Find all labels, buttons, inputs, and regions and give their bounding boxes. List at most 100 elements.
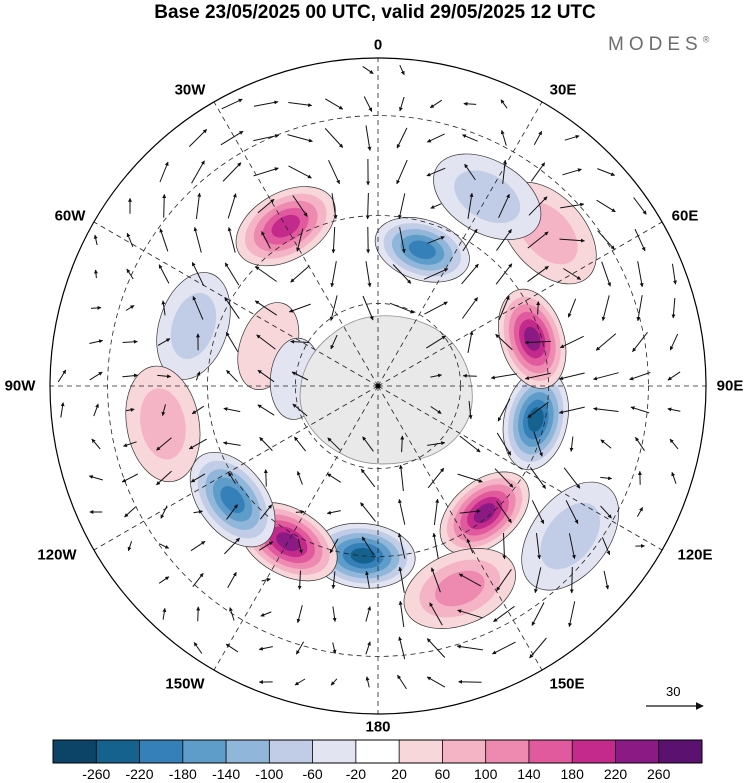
lon-label-30w: 30W	[174, 81, 206, 99]
wind-vector	[125, 407, 135, 412]
wind-vector	[495, 263, 513, 285]
wind-vector	[159, 161, 169, 183]
wind-vector	[467, 192, 474, 219]
wind-vector	[361, 536, 375, 556]
wind-vector	[500, 130, 507, 146]
wind-vector	[227, 193, 237, 219]
wind-vector	[296, 228, 304, 252]
antarctica-landmass	[299, 315, 473, 465]
wind-vector	[127, 541, 133, 552]
registered-mark: ®	[702, 34, 710, 45]
wind-vector	[466, 538, 474, 554]
wind-vector	[430, 203, 442, 209]
anomaly-outline	[374, 217, 470, 283]
wind-vector	[458, 573, 482, 587]
wind-vector	[190, 473, 206, 483]
wind-vector	[93, 269, 98, 279]
wind-vector	[288, 165, 312, 179]
wind-vector	[636, 507, 644, 517]
wind-vector	[260, 611, 272, 617]
wind-vector	[157, 338, 171, 346]
wind-vector	[330, 261, 337, 288]
wind-vector	[399, 227, 406, 254]
anomaly-contour	[473, 503, 496, 524]
wind-vector	[600, 439, 612, 449]
wind-vector	[295, 641, 305, 655]
anomaly-center	[189, 451, 276, 548]
colorbar-tick-label: -60	[302, 766, 323, 782]
colorbar-tick-label: -260	[82, 766, 111, 782]
wind-vector	[502, 532, 507, 560]
brand-text: MODES	[608, 34, 703, 55]
colorbar-swatch	[528, 740, 573, 763]
wind-vector	[294, 678, 306, 686]
wind-vector	[191, 405, 205, 415]
wind-vector	[426, 676, 446, 688]
wind-vector	[362, 65, 374, 75]
wind-vector	[630, 406, 650, 414]
wind-vector	[362, 436, 374, 452]
lon-label-120w: 120W	[37, 546, 77, 564]
wind-vector	[459, 435, 481, 453]
meridian-line	[213, 385, 379, 671]
wind-vector	[536, 533, 542, 560]
wind-vector	[596, 199, 616, 213]
wind-vector	[296, 471, 303, 485]
wind-vector	[534, 567, 542, 594]
wind-vector	[427, 236, 445, 244]
wind-vector	[220, 130, 244, 146]
wind-vector	[497, 398, 511, 422]
wind-vector	[672, 263, 677, 285]
wind-vector	[496, 569, 512, 592]
wind-vector	[122, 373, 138, 378]
colorbar-swatch	[226, 740, 270, 763]
colorbar-tick-label: 220	[603, 766, 628, 782]
wind-vector	[195, 192, 202, 219]
wind-vector	[560, 202, 585, 209]
wind-vector	[290, 339, 310, 344]
lon-label-30e: 30E	[549, 81, 577, 99]
wind-vector	[500, 99, 508, 109]
colorbar-swatch	[442, 740, 486, 763]
wind-vector	[462, 373, 477, 378]
wind-vector	[467, 330, 474, 353]
wind-vector	[90, 305, 102, 310]
wind-vector	[424, 301, 448, 315]
wind-vector	[463, 101, 477, 106]
colorbar-swatch	[269, 740, 313, 763]
wind-vector	[667, 407, 681, 412]
wind-vector	[294, 436, 306, 452]
wind-vector	[462, 228, 478, 252]
lon-label-150w: 150W	[165, 675, 205, 693]
wind-vector	[457, 609, 483, 619]
wind-vector	[669, 438, 679, 450]
wind-vector	[527, 231, 549, 249]
anomaly-outline	[498, 288, 567, 389]
wind-vector	[158, 576, 170, 584]
wind-vector	[259, 504, 273, 520]
wind-vector	[468, 401, 473, 420]
wind-vector	[559, 372, 585, 381]
lon-label-60e: 60E	[671, 207, 699, 225]
colorbar-tick-label: 180	[560, 766, 584, 782]
wind-vector	[365, 641, 371, 655]
wind-vector	[533, 431, 543, 457]
wind-vector	[124, 506, 136, 518]
colorbar-swatch	[572, 740, 616, 763]
colorbar-swatch	[355, 740, 400, 763]
wind-vector	[423, 268, 449, 280]
wind-vector	[221, 98, 243, 110]
anomaly-outline	[403, 548, 516, 629]
meridian-line	[377, 221, 663, 387]
wind-vector	[671, 471, 677, 484]
wind-vector	[365, 192, 370, 220]
wind-vector	[365, 261, 372, 288]
wind-vector	[223, 441, 241, 446]
wind-vector	[257, 198, 275, 214]
anomaly-contour	[434, 570, 485, 607]
wind-vector	[331, 226, 336, 254]
wind-vector	[569, 566, 574, 594]
wind-vector	[88, 475, 103, 481]
wind-vector	[292, 195, 308, 217]
wind-vector	[257, 369, 275, 383]
